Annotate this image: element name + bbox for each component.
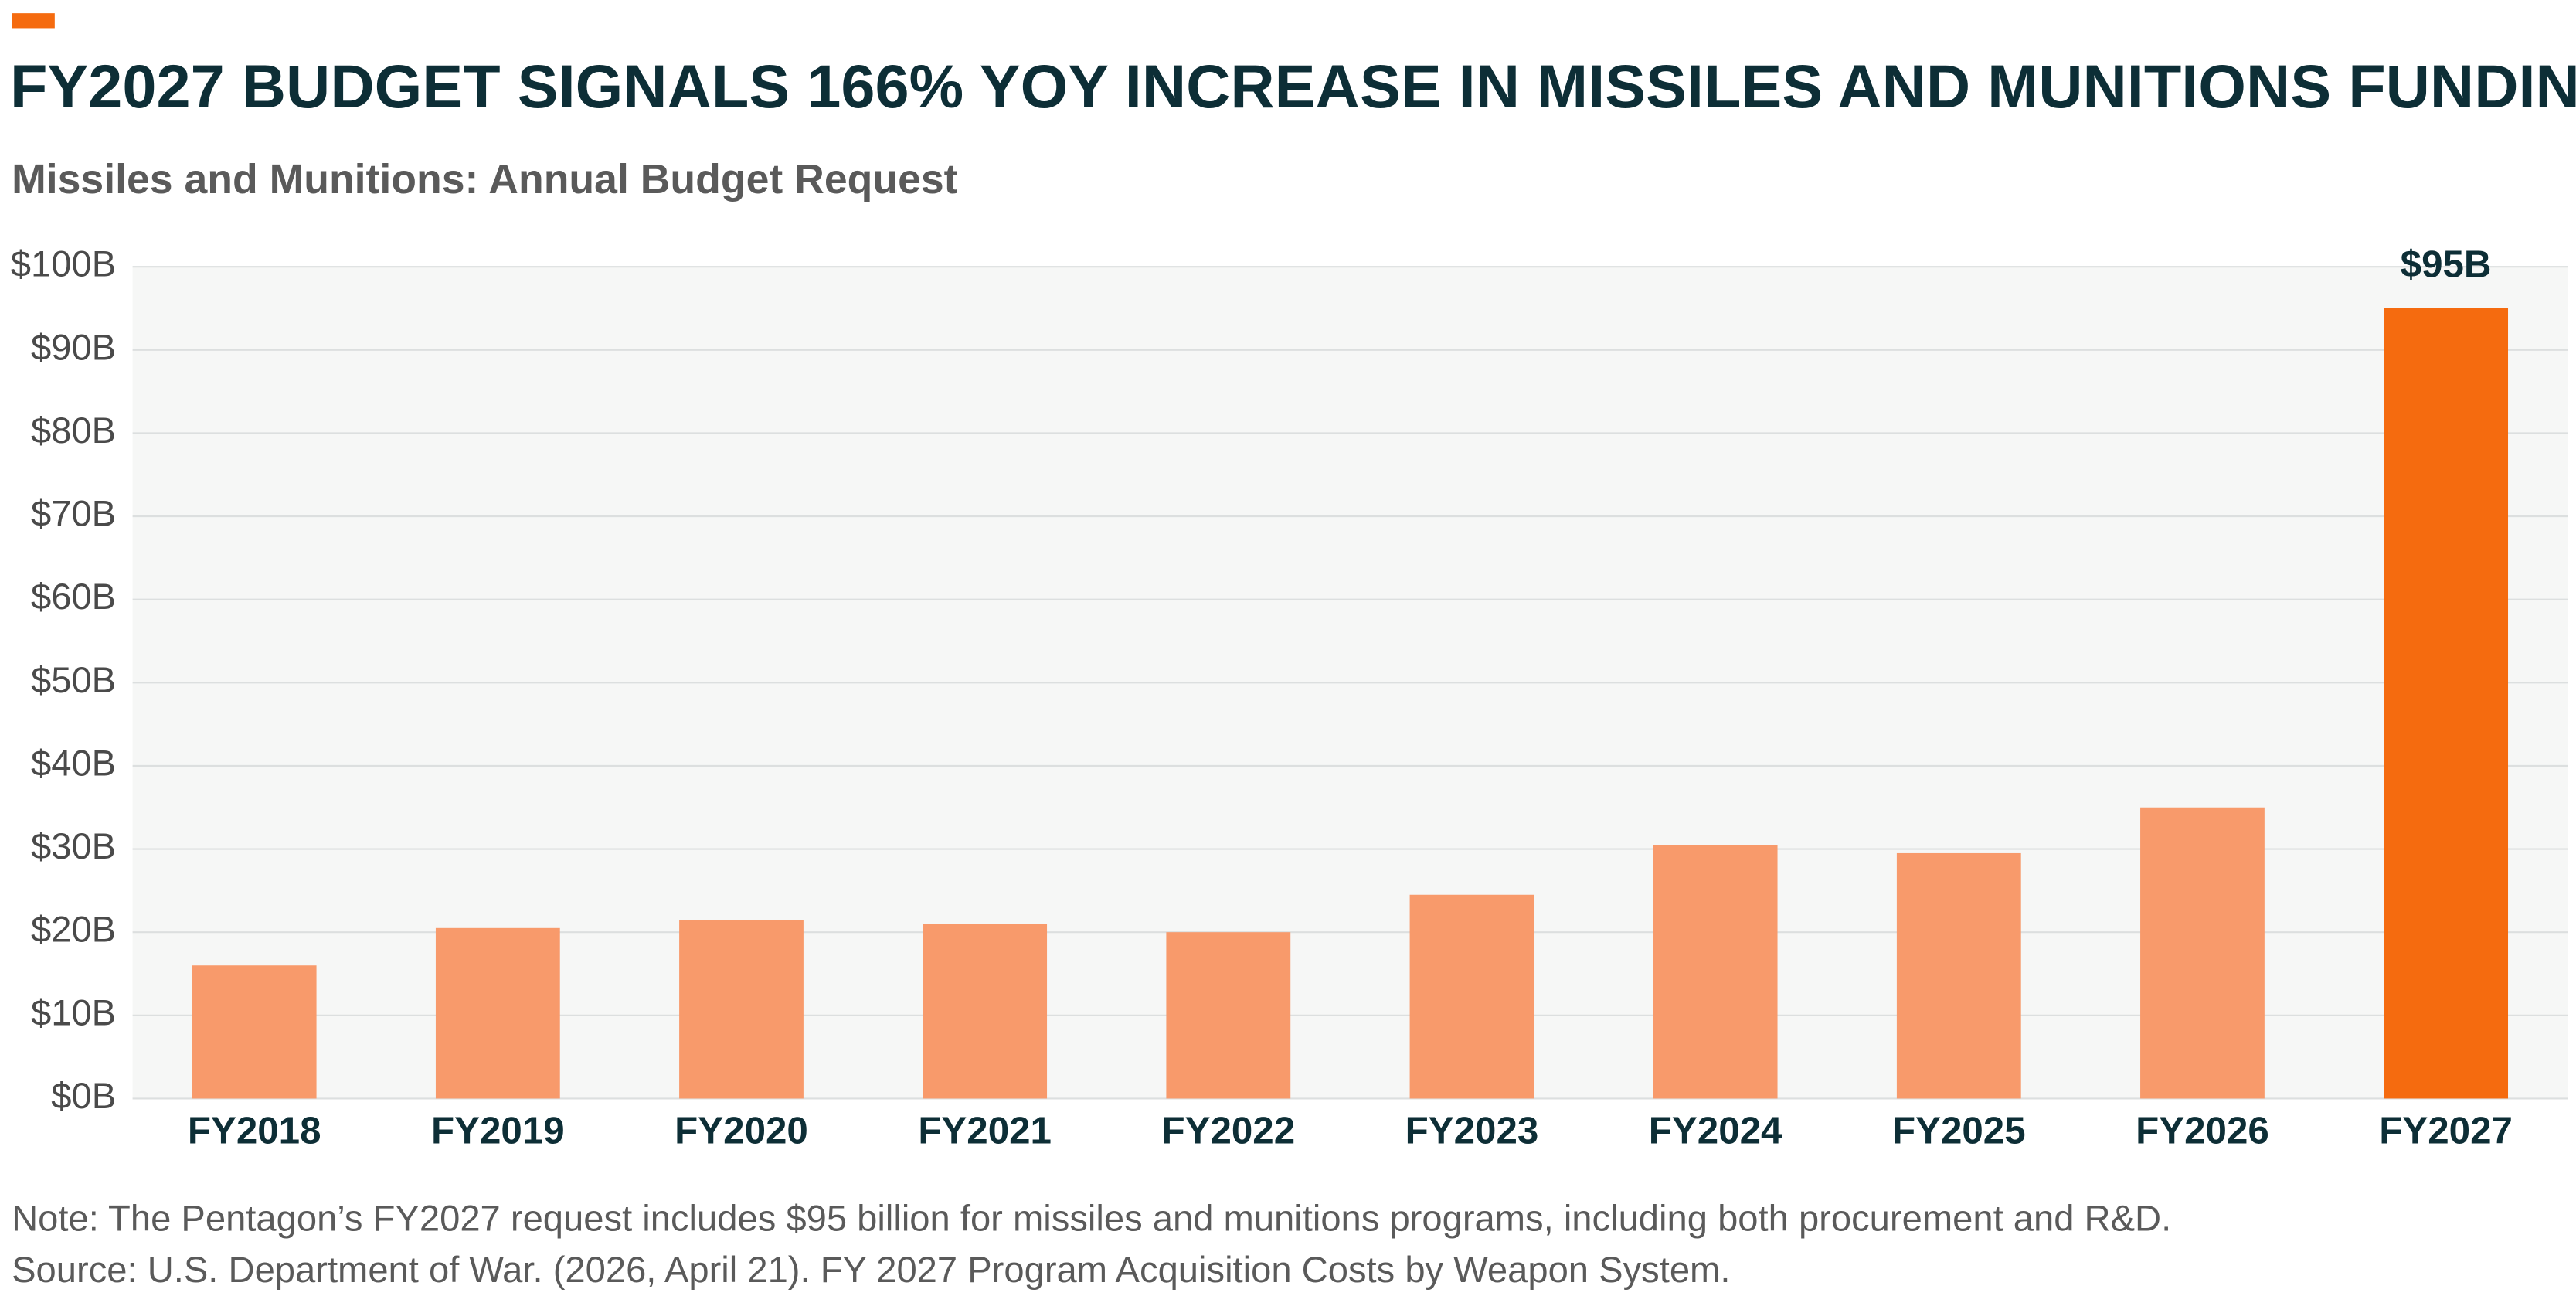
bar <box>1166 932 1291 1099</box>
x-tick-label: FY2026 <box>2136 1109 2269 1152</box>
bar <box>435 927 560 1099</box>
y-tick-label: $20B <box>31 909 116 950</box>
bar <box>2140 807 2265 1099</box>
x-tick-label: FY2020 <box>675 1109 808 1152</box>
y-tick-label: $40B <box>31 742 116 783</box>
source: Source: U.S. Department of War. (2026, A… <box>12 1249 1730 1290</box>
x-tick-label: FY2019 <box>431 1109 565 1152</box>
x-tick-label: FY2018 <box>188 1109 321 1152</box>
value-label: $95B <box>2401 243 2492 285</box>
chart-subtitle: Missiles and Munitions: Annual Budget Re… <box>12 156 958 202</box>
y-tick-label: $90B <box>31 326 116 367</box>
x-tick-label: FY2025 <box>1892 1109 2026 1152</box>
y-tick-label: $100B <box>11 243 116 284</box>
accent-bar <box>12 13 55 29</box>
bar <box>2384 308 2509 1099</box>
y-tick-label: $70B <box>31 493 116 534</box>
y-tick-label: $60B <box>31 576 116 617</box>
x-tick-label: FY2024 <box>1649 1109 1782 1152</box>
chart-title: FY2027 BUDGET SIGNALS 166% YOY INCREASE … <box>10 52 2576 121</box>
bar <box>679 920 804 1099</box>
y-tick-label: $10B <box>31 992 116 1033</box>
bar <box>192 965 317 1099</box>
y-tick-label: $0B <box>51 1075 116 1116</box>
x-tick-label: FY2027 <box>2379 1109 2513 1152</box>
y-tick-label: $80B <box>31 410 116 451</box>
x-tick-label: FY2021 <box>918 1109 1052 1152</box>
note: Note: The Pentagon’s FY2027 request incl… <box>12 1198 2171 1239</box>
bar <box>1896 852 2021 1099</box>
bar <box>1653 845 1778 1099</box>
x-tick-label: FY2022 <box>1161 1109 1295 1152</box>
bar <box>1409 894 1534 1099</box>
x-tick-label: FY2023 <box>1405 1109 1539 1152</box>
y-tick-label: $50B <box>31 659 116 700</box>
y-tick-label: $30B <box>31 825 116 866</box>
bar <box>923 924 1048 1099</box>
